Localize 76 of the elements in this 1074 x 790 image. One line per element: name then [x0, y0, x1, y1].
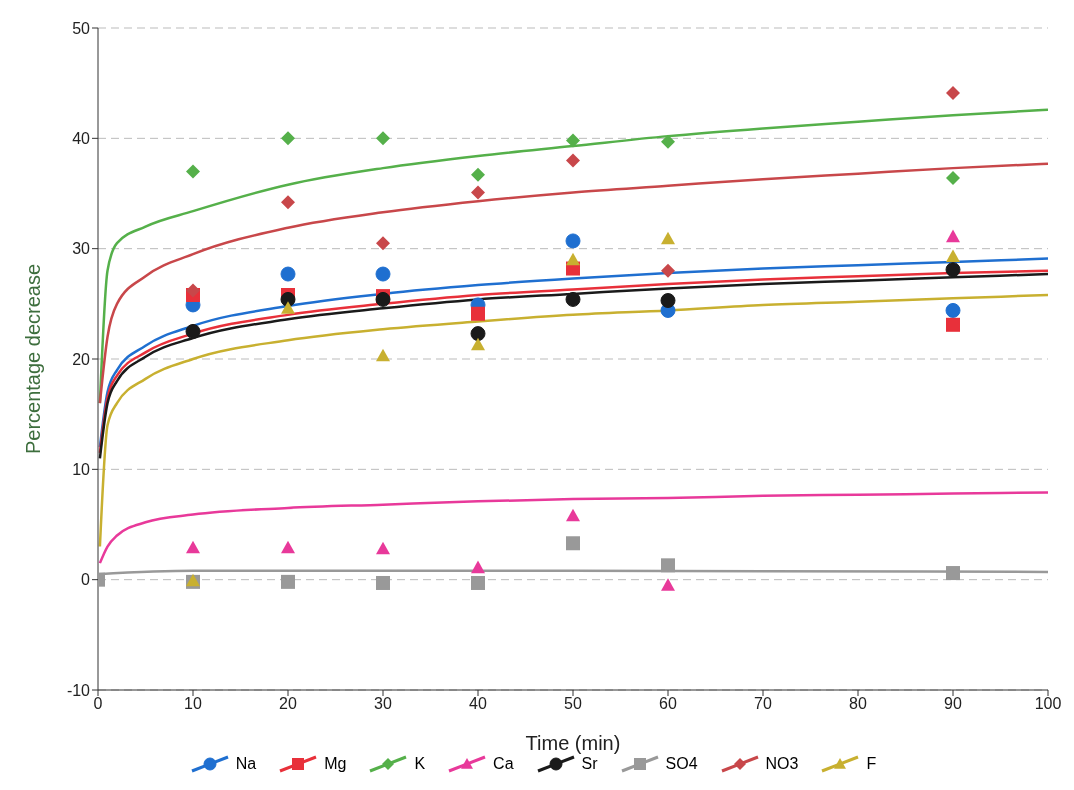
point	[376, 575, 390, 590]
x-axis-title: Time (min)	[525, 732, 621, 754]
point	[660, 293, 676, 309]
point	[566, 536, 580, 551]
line-series	[98, 162, 1048, 405]
point	[945, 302, 961, 318]
point	[280, 266, 296, 282]
point	[376, 541, 390, 555]
legend-label: Na	[234, 755, 257, 773]
point	[186, 540, 200, 554]
point	[185, 323, 201, 339]
point	[280, 291, 296, 307]
legend-label: Sr	[580, 755, 598, 773]
y-tick-label: 20	[72, 350, 91, 368]
x-tick-label: 100	[1034, 695, 1062, 713]
point	[566, 508, 580, 522]
point	[281, 195, 295, 210]
point	[946, 86, 960, 101]
line-series	[98, 491, 1048, 565]
point	[471, 575, 485, 590]
x-tick-label: 50	[564, 695, 582, 713]
legend-label: Mg	[323, 755, 347, 773]
point	[946, 229, 960, 243]
legend-label: F	[865, 755, 877, 773]
point	[946, 249, 960, 262]
x-tick-label: 20	[279, 695, 297, 713]
x-tick-label: 90	[944, 695, 962, 713]
point	[186, 283, 200, 298]
point	[661, 578, 675, 591]
point	[566, 133, 580, 148]
x-tick-label: 40	[469, 695, 487, 713]
x-tick-label: 30	[374, 695, 392, 713]
legend-label: NO3	[764, 755, 799, 773]
point	[281, 131, 295, 146]
point	[661, 558, 675, 573]
point	[946, 171, 960, 186]
y-tick-label: 50	[72, 19, 91, 37]
y-tick-label: 0	[81, 571, 91, 589]
point	[565, 233, 581, 249]
point	[471, 167, 485, 182]
point	[281, 574, 295, 589]
point	[281, 540, 295, 554]
point	[566, 252, 580, 266]
x-tick-label: 0	[93, 695, 103, 713]
x-tick-label: 80	[849, 695, 867, 713]
point	[375, 266, 391, 282]
point	[471, 560, 485, 574]
point	[661, 134, 675, 149]
x-tick-label: 60	[659, 695, 677, 713]
legend-label: K	[413, 755, 426, 773]
point	[661, 263, 675, 278]
point	[281, 301, 295, 314]
point	[946, 317, 960, 332]
point	[376, 348, 390, 362]
point	[565, 291, 581, 307]
y-axis-title: Percentage decrease	[22, 263, 45, 455]
point	[471, 306, 485, 321]
x-tick-label: 10	[184, 695, 202, 713]
point	[946, 566, 960, 581]
legend-label: Ca	[492, 755, 514, 773]
point	[470, 326, 486, 342]
y-tick-label: -10	[66, 681, 91, 699]
legend-label: SO4	[664, 755, 698, 773]
y-tick-label: 30	[72, 240, 91, 258]
x-tick-label: 70	[754, 695, 772, 713]
point	[376, 236, 390, 251]
point	[566, 153, 580, 168]
y-tick-label: 10	[72, 461, 91, 479]
y-tick-label: 40	[72, 130, 91, 148]
point	[186, 164, 200, 179]
point	[471, 185, 485, 200]
point	[471, 337, 485, 351]
point	[945, 262, 961, 278]
line-series	[98, 293, 1048, 548]
point	[661, 231, 675, 245]
point	[376, 131, 390, 146]
